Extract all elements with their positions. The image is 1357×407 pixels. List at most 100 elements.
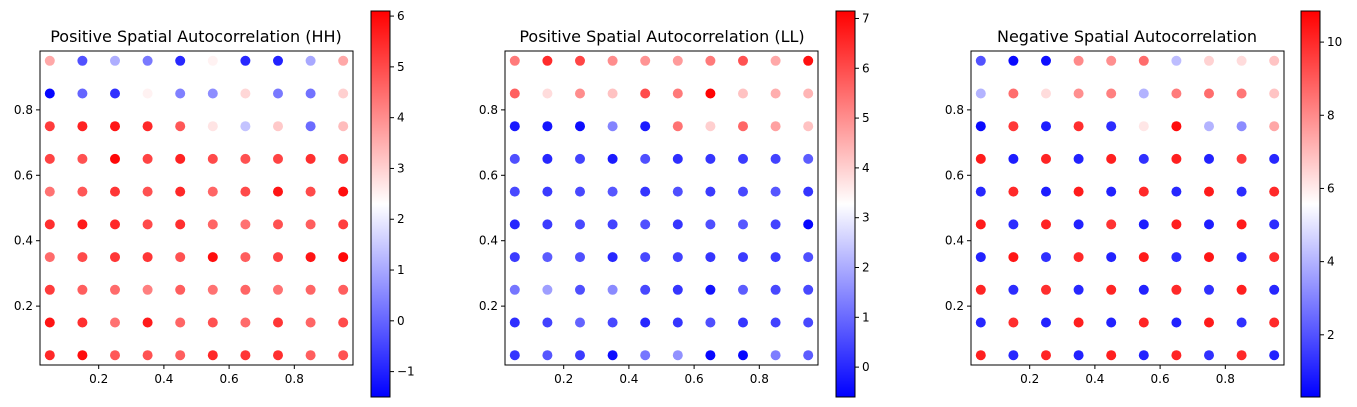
data-point (1204, 317, 1214, 328)
data-point (1204, 219, 1214, 230)
data-point (575, 284, 585, 295)
data-point (240, 88, 251, 99)
data-point (607, 219, 618, 230)
data-point (770, 350, 781, 361)
data-point (1236, 121, 1247, 132)
data-point (207, 219, 218, 230)
data-point (1171, 153, 1182, 164)
data-point (770, 284, 781, 295)
data-point (705, 121, 716, 132)
colorbar-tick-label: 7 (862, 11, 870, 25)
colorbar-tick-label: 6 (1327, 181, 1335, 195)
data-point (338, 88, 349, 99)
data-point (175, 350, 186, 361)
data-point (672, 55, 683, 66)
data-point (175, 153, 186, 164)
data-point (738, 55, 748, 66)
data-point (640, 121, 651, 132)
data-point (175, 284, 186, 295)
colorbar-tick-label: 10 (1327, 35, 1342, 49)
data-point (1041, 317, 1051, 328)
data-point (305, 219, 316, 230)
x-tick-label: 0.4 (154, 372, 173, 386)
data-point (110, 350, 120, 361)
data-point (542, 121, 553, 132)
x-axis: 0.2 0.4 0.6 0.8 (89, 365, 304, 386)
data-point (77, 317, 88, 328)
data-point (338, 153, 349, 164)
data-point (575, 350, 585, 361)
data-point (110, 219, 120, 230)
plot-area (504, 50, 819, 366)
y-tick-label: 0.8 (479, 103, 498, 117)
data-point (240, 153, 251, 164)
data-point (305, 186, 316, 197)
data-point (1106, 252, 1117, 263)
data-point (305, 55, 316, 66)
data-point (305, 284, 316, 295)
colorbar-tick-label: 2 (862, 261, 870, 275)
data-point (738, 88, 748, 99)
data-point (672, 284, 683, 295)
y-tick-label: 0.6 (479, 168, 498, 182)
data-point (607, 153, 618, 164)
data-point (607, 186, 618, 197)
data-point (305, 252, 316, 263)
data-point (1236, 153, 1247, 164)
y-tick-label: 0.2 (14, 299, 33, 313)
data-point (738, 186, 748, 197)
data-point (44, 186, 55, 197)
data-point (509, 350, 520, 361)
panel-ll: Positive Spatial Autocorrelation (LL) 0.… (479, 10, 870, 398)
data-point (77, 121, 88, 132)
data-point (803, 121, 814, 132)
colorbar-gradient (1300, 10, 1321, 398)
data-point (975, 317, 986, 328)
data-point (273, 55, 283, 66)
data-point (803, 55, 814, 66)
data-point (77, 186, 88, 197)
data-point (509, 284, 520, 295)
data-point (1236, 55, 1247, 66)
data-point (1269, 252, 1280, 263)
x-tick-label: 0.2 (1020, 372, 1039, 386)
data-point (207, 350, 218, 361)
data-point (1269, 55, 1280, 66)
data-point (1204, 153, 1214, 164)
data-point (705, 284, 716, 295)
data-point (44, 88, 55, 99)
data-point (1236, 252, 1247, 263)
data-point (803, 219, 814, 230)
colorbar-tick-label: 5 (397, 60, 405, 74)
data-point (110, 88, 120, 99)
data-point (1138, 55, 1149, 66)
data-point (1269, 88, 1280, 99)
panel-negative: Negative Spatial Autocorrelation 0.2 0.4 0… (945, 10, 1342, 398)
data-point (142, 121, 153, 132)
data-point (1106, 219, 1117, 230)
data-point (338, 55, 349, 66)
x-tick-label: 0.6 (220, 372, 239, 386)
data-point (1008, 252, 1019, 263)
data-point (240, 186, 251, 197)
data-point (672, 153, 683, 164)
data-point (1171, 350, 1182, 361)
data-point (305, 121, 316, 132)
data-point (338, 252, 349, 263)
plot-area (39, 50, 354, 366)
data-point (1236, 284, 1247, 295)
data-point (1106, 350, 1117, 361)
data-point (542, 88, 553, 99)
data-point (542, 284, 553, 295)
data-point (542, 350, 553, 361)
data-point (575, 55, 585, 66)
y-tick-label: 0.8 (14, 103, 33, 117)
data-point (44, 350, 55, 361)
data-point (705, 350, 716, 361)
data-point (1106, 88, 1117, 99)
data-point (607, 284, 618, 295)
data-point (1008, 350, 1019, 361)
data-point (542, 252, 553, 263)
data-point (110, 317, 120, 328)
